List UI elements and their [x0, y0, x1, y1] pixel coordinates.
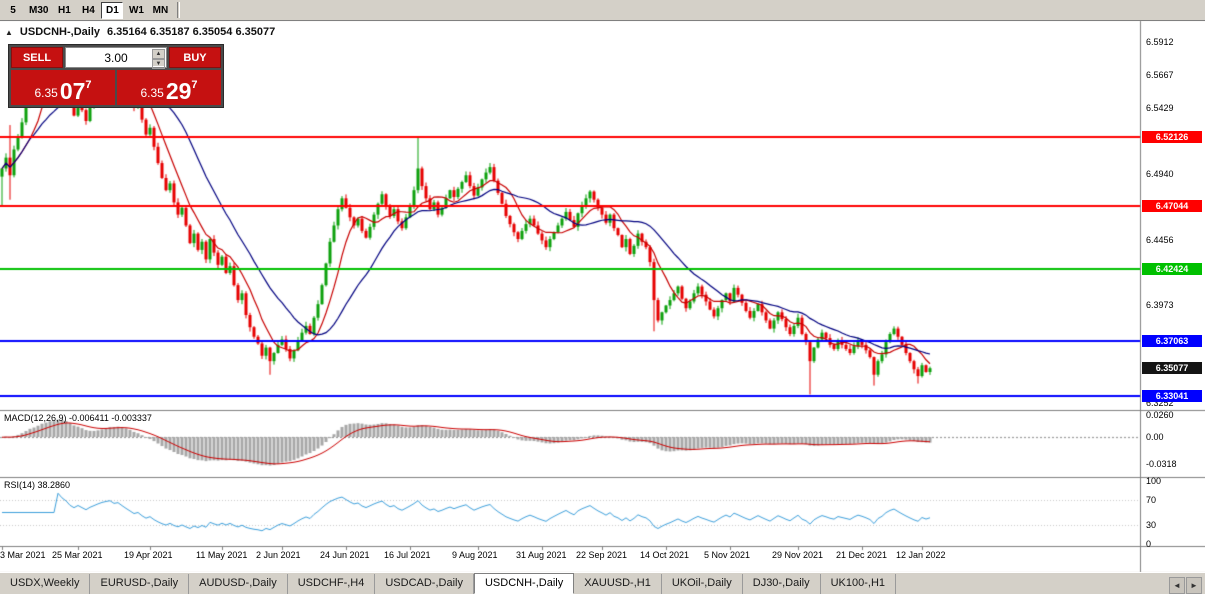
hline-price-badge: 6.33041: [1142, 389, 1202, 402]
buy-price-figure: 6.35: [140, 86, 164, 100]
volume-spinner: ▲ ▼: [152, 49, 165, 69]
sell-button[interactable]: SELL: [11, 47, 63, 68]
one-click-trade-panel: SELL 3.00 ▲ ▼ BUY 6.35 07 7 6.35 29 7: [8, 44, 224, 108]
date-axis-label: 24 Jun 2021: [320, 550, 370, 560]
chart-tab-usdx-weekly[interactable]: USDX,Weekly: [0, 574, 91, 594]
timeframe-toolbar: 5 M30 H1 H4 D1 W1 MN: [0, 0, 1205, 21]
chart-tab-uk100-h1[interactable]: UK100-,H1: [821, 574, 897, 594]
price-axis-label: 6.5912: [1146, 37, 1174, 48]
date-axis-label: 14 Oct 2021: [640, 550, 690, 560]
volume-down-button[interactable]: ▼: [152, 59, 165, 69]
macd-scale-label: 0.0260: [1146, 410, 1174, 421]
timeframe-button-w1[interactable]: W1: [128, 4, 144, 16]
current-price-badge: 6.35077: [1142, 362, 1202, 375]
volume-up-button[interactable]: ▲: [152, 49, 165, 59]
price-axis-label: 6.5429: [1146, 102, 1174, 113]
macd-scale-label: -0.0318: [1146, 459, 1177, 470]
sell-price-figure: 6.35: [34, 86, 58, 100]
date-axis-label: 12 Jan 2022: [896, 550, 946, 560]
tab-scroll-buttons: ◄ ►: [1169, 577, 1202, 594]
hline-price-badge: 6.37063: [1142, 335, 1202, 348]
timeframe-button-h1[interactable]: H1: [58, 4, 71, 16]
symbol-title: USDCNH-,Daily: [19, 26, 100, 38]
rsi-indicator-label: RSI(14) 38.2860: [4, 480, 71, 490]
chart-tab-xauusd-h1[interactable]: XAUUSD-,H1: [574, 574, 662, 594]
chart-tab-bar: USDX,Weekly EURUSD-,Daily AUDUSD-,Daily USD…: [0, 572, 1205, 594]
date-axis-label: 31 Aug 2021: [516, 550, 567, 560]
timeframe-button-mn[interactable]: MN: [152, 4, 169, 16]
date-axis-label: 9 Aug 2021: [452, 550, 498, 560]
hline-price-badge: 6.42424: [1142, 262, 1202, 275]
chart-tab-usdchf-h4[interactable]: USDCHF-,H4: [288, 574, 376, 594]
price-axis-label: 6.3973: [1146, 300, 1174, 311]
buy-price-pips: 29: [165, 78, 192, 104]
rsi-scale-label: 0: [1146, 539, 1152, 549]
date-axis-label: 5 Nov 2021: [704, 550, 751, 560]
rsi-scale-label: 30: [1146, 520, 1157, 531]
chart-tab-usdcad-daily[interactable]: USDCAD-,Daily: [375, 574, 474, 594]
buy-button[interactable]: BUY: [169, 47, 221, 68]
rsi-scale-label: 70: [1146, 494, 1157, 505]
price-axis-label: 6.4456: [1146, 234, 1174, 245]
date-axis-label: 22 Sep 2021: [576, 550, 628, 560]
timeframe-button-m30[interactable]: M30: [29, 4, 49, 16]
date-axis-label: 21 Dec 2021: [836, 550, 888, 560]
chart-tab-audusd-daily[interactable]: AUDUSD-,Daily: [189, 574, 288, 594]
timeframe-button-5[interactable]: 5: [10, 4, 16, 16]
chart-tab-usdcnh-daily[interactable]: USDCNH-,Daily: [473, 573, 575, 594]
date-axis-label: 25 Mar 2021: [52, 550, 103, 560]
buy-price-point: 7: [191, 79, 198, 91]
tab-scroll-left-button[interactable]: ◄: [1169, 577, 1185, 594]
hline-price-badge: 6.47044: [1142, 199, 1202, 212]
chart-tab-ukoil-daily[interactable]: UKOil-,Daily: [662, 574, 743, 594]
sell-price-pips: 07: [59, 78, 86, 104]
rsi-scale-label: 100: [1146, 476, 1162, 486]
timeframe-button-d1[interactable]: D1: [101, 1, 124, 19]
toolbar-divider: [177, 2, 181, 18]
date-axis-label: 19 Apr 2021: [124, 550, 173, 560]
volume-value: 3.00: [104, 50, 128, 65]
macd-indicator-label: MACD(12,26,9) -0.006411 -0.003337: [4, 413, 152, 423]
chart-tab-eurusd-daily[interactable]: EURUSD-,Daily: [90, 574, 190, 594]
price-axis-label: 6.4940: [1146, 168, 1174, 179]
buy-price-display[interactable]: 6.35 29 7: [117, 70, 221, 105]
chart-tab-dj30-daily[interactable]: DJ30-,Daily: [743, 574, 821, 594]
tab-scroll-right-button[interactable]: ►: [1186, 577, 1202, 594]
price-axis-label: 6.5667: [1146, 70, 1174, 81]
ohlc-values: 6.35164 6.35187 6.35054 6.35077: [107, 26, 276, 38]
date-axis-label: 16 Jul 2021: [384, 550, 431, 560]
sell-price-point: 7: [85, 79, 92, 91]
timeframe-button-h4[interactable]: H4: [82, 4, 95, 16]
one-click-panel-toggle-icon[interactable]: ▲: [5, 27, 13, 37]
hline-price-badge: 6.52126: [1142, 130, 1202, 143]
price-axis-label: 6.3252: [1146, 397, 1174, 408]
sell-price-display[interactable]: 6.35 07 7: [11, 70, 115, 105]
date-axis-label: 3 Mar 2021: [0, 550, 46, 560]
date-axis-label: 11 May 2021: [196, 550, 248, 560]
macd-scale-label: 0.00: [1146, 432, 1164, 443]
date-axis-label: 29 Nov 2021: [772, 550, 824, 560]
chart-header: ▲ USDCNH-,Daily 6.35164 6.35187 6.35054 …: [5, 26, 275, 38]
volume-input[interactable]: 3.00 ▲ ▼: [65, 47, 167, 69]
date-axis-label: 2 Jun 2021: [256, 550, 301, 560]
